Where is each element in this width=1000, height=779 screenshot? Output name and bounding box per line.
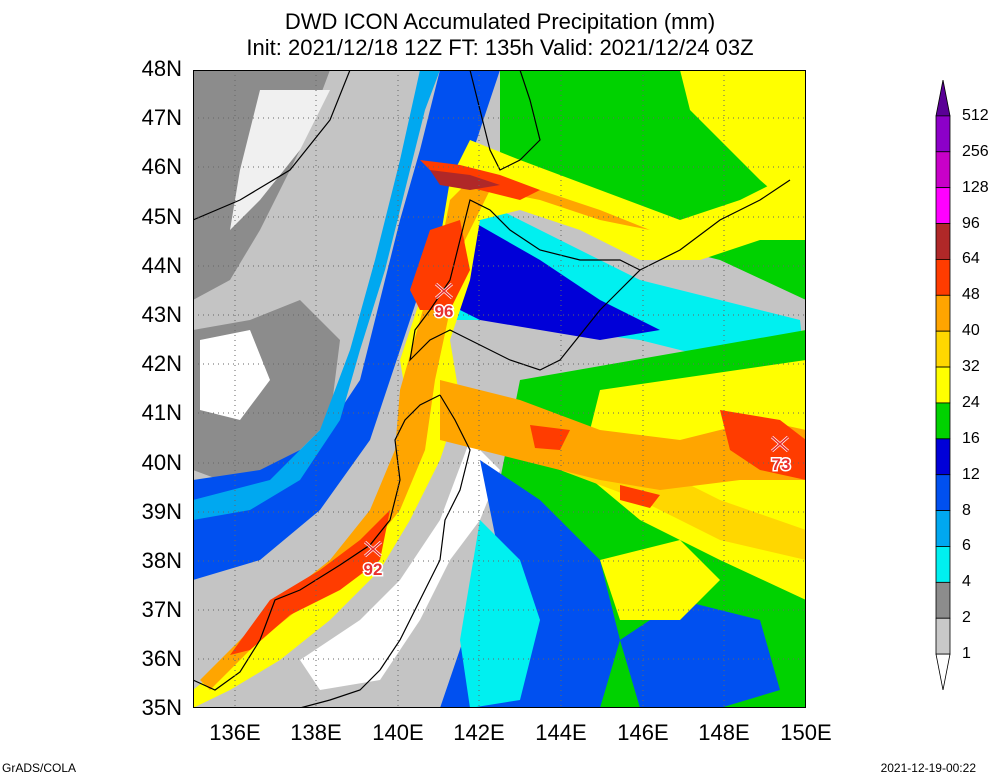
lat-label: 39N — [141, 499, 182, 524]
precip-zone-blue — [193, 70, 500, 580]
footer-timestamp: 2021-12-19-00:22 — [880, 761, 976, 775]
precip-zone-yellow — [600, 540, 720, 620]
colorbar-label: 12 — [962, 465, 980, 483]
max-marker-value: 73 — [772, 455, 791, 474]
colorbar-swatch — [935, 80, 951, 117]
max-marker: 92 — [362, 540, 384, 581]
lat-label: 38N — [141, 548, 182, 573]
precipitation-map: 96 73 92 — [193, 70, 806, 708]
lat-label: 44N — [141, 253, 182, 278]
colorbar-swatch — [935, 259, 951, 296]
footer-credit: GrADS/COLA — [2, 761, 77, 775]
colorbar-label: 64 — [962, 250, 980, 268]
precip-zone-red — [530, 425, 570, 450]
chart-title: DWD ICON Accumulated Precipitation (mm) — [284, 9, 716, 34]
coastlines — [193, 70, 791, 708]
colorbar-label: 24 — [962, 393, 980, 411]
colorbar-swatch — [935, 438, 951, 476]
coastline-honshu-east — [299, 394, 471, 708]
coastline-kurils — [639, 179, 791, 271]
lat-label: 43N — [141, 302, 182, 327]
chart-subtitle: Init: 2021/12/18 12Z FT: 135h Valid: 202… — [246, 35, 754, 60]
max-marker-value: 96 — [435, 302, 454, 321]
coastline-asia — [193, 70, 351, 221]
max-marker: 73 — [770, 435, 792, 476]
colorbar-label: 2 — [962, 609, 971, 627]
colorbar-label: 1 — [962, 645, 971, 663]
colorbar-label: 40 — [962, 322, 980, 340]
lon-label: 146E — [617, 720, 669, 745]
precip-zone-darkred — [430, 170, 500, 190]
max-marker-x-icon — [435, 283, 453, 299]
colorbar-swatch — [935, 402, 951, 440]
precip-zone-red — [720, 410, 806, 480]
lat-label: 47N — [141, 105, 182, 130]
precip-zone-blue — [620, 600, 780, 708]
precip-zone-orange — [440, 380, 806, 490]
precip-zone-cyan — [420, 200, 806, 380]
colorbar-label: 4 — [962, 573, 971, 591]
precip-zone-yellow — [680, 70, 806, 220]
colorbar-swatch — [935, 330, 951, 368]
lat-label: 45N — [141, 204, 182, 229]
colorbar-swatch — [935, 546, 951, 583]
colorbar-label: 256 — [962, 142, 989, 160]
lat-label: 35N — [141, 695, 182, 720]
colorbar-label: 16 — [962, 429, 980, 447]
lon-label: 142E — [453, 720, 505, 745]
lat-label: 40N — [141, 450, 182, 475]
coastline-honshu-west — [193, 394, 441, 691]
colorbar-label: 512 — [962, 106, 989, 124]
colorbar-label: 48 — [962, 286, 980, 304]
colorbar-label: 8 — [962, 501, 971, 519]
lon-label: 148E — [698, 720, 750, 745]
colorbar-swatch — [935, 581, 951, 619]
lat-label: 46N — [141, 154, 182, 179]
lat-label: 37N — [141, 597, 182, 622]
lon-label: 150E — [780, 720, 832, 745]
coastline-sakhalin — [469, 70, 541, 171]
lat-label: 41N — [141, 400, 182, 425]
precip-zone-red — [230, 510, 390, 655]
colorbar-swatch — [935, 366, 951, 404]
coastline-hokkaido — [409, 199, 642, 371]
precip-zone-white — [230, 90, 330, 230]
map-border — [193, 70, 806, 708]
precip-zone-white — [300, 440, 500, 690]
lat-label: 42N — [141, 351, 182, 376]
colorbar-label: 96 — [962, 214, 980, 232]
lon-label: 138E — [290, 720, 342, 745]
colorbar-label: 32 — [962, 358, 980, 376]
lon-label: 140E — [372, 720, 424, 745]
colorbar-swatch — [935, 474, 951, 511]
lat-label: 48N — [141, 56, 182, 81]
colorbar-swatch — [935, 617, 951, 655]
precip-zone-lightblue — [193, 70, 440, 520]
colorbar-swatch — [935, 510, 951, 547]
max-marker: 96 — [433, 282, 455, 323]
lon-label: 136E — [209, 720, 261, 745]
lon-label: 144E — [535, 720, 587, 745]
colorbar-label: 128 — [962, 178, 989, 196]
lat-label: 36N — [141, 646, 182, 671]
max-marker-x-icon — [364, 541, 382, 557]
map-grid — [193, 70, 806, 708]
colorbar-label: 6 — [962, 537, 971, 555]
colorbar-swatch — [935, 151, 951, 189]
colorbar — [935, 80, 951, 690]
colorbar-swatch — [935, 294, 951, 332]
colorbar-swatch — [935, 115, 951, 153]
colorbar-swatch — [935, 223, 951, 260]
max-marker-value: 92 — [364, 560, 383, 579]
precip-zone-darkblue — [440, 220, 660, 340]
precip-zone-red — [410, 220, 470, 310]
precip-zone-red — [620, 485, 660, 508]
precip-zone-cyan — [460, 520, 540, 708]
max-marker-x-icon — [771, 436, 789, 452]
colorbar-swatch — [935, 653, 951, 690]
colorbar-swatch — [935, 187, 951, 224]
precip-zone-orange — [200, 170, 650, 690]
